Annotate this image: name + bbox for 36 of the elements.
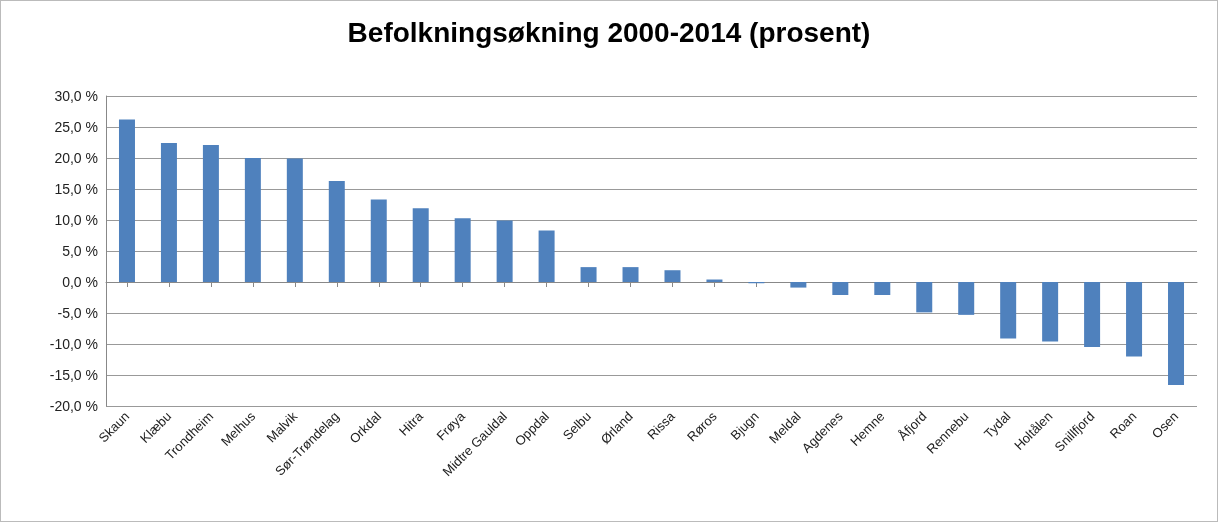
bar bbox=[916, 282, 933, 313]
y-tick-label: 30,0 % bbox=[54, 88, 98, 104]
chart-title: Befolkningsøkning 2000-2014 (prosent) bbox=[347, 16, 871, 48]
bar bbox=[664, 270, 681, 282]
bar bbox=[790, 282, 807, 288]
y-tick-label: 5,0 % bbox=[62, 243, 98, 259]
y-tick-label: -20,0 % bbox=[49, 398, 98, 414]
bar bbox=[1084, 282, 1101, 348]
y-tick-label: 25,0 % bbox=[54, 119, 98, 135]
bar bbox=[286, 158, 303, 282]
y-tick-label: -10,0 % bbox=[49, 336, 98, 352]
bar bbox=[580, 267, 597, 282]
bar bbox=[328, 180, 345, 282]
bar bbox=[370, 199, 387, 282]
bar bbox=[1042, 282, 1059, 342]
bar bbox=[622, 267, 639, 282]
bar bbox=[454, 218, 471, 282]
bar bbox=[1126, 282, 1143, 357]
bar bbox=[412, 208, 429, 282]
bar bbox=[958, 282, 975, 315]
y-tick-label: 15,0 % bbox=[54, 181, 98, 197]
bar bbox=[1000, 282, 1017, 339]
bar bbox=[244, 158, 261, 282]
y-tick-label: 10,0 % bbox=[54, 212, 98, 228]
y-tick-label: 20,0 % bbox=[54, 150, 98, 166]
bar bbox=[874, 282, 891, 296]
bar bbox=[496, 220, 513, 282]
y-tick-label: -15,0 % bbox=[49, 367, 98, 383]
bar bbox=[1168, 282, 1185, 385]
y-tick-label: -5,0 % bbox=[57, 305, 98, 321]
bar bbox=[538, 230, 555, 282]
bar bbox=[202, 144, 219, 282]
bar bbox=[160, 143, 177, 282]
bar bbox=[832, 282, 849, 296]
bar bbox=[118, 119, 135, 282]
y-tick-label: 0,0 % bbox=[62, 274, 98, 290]
